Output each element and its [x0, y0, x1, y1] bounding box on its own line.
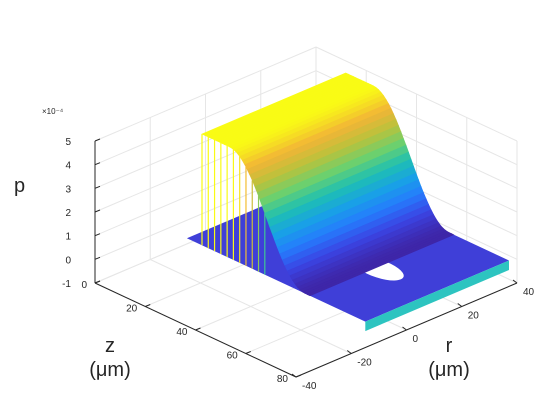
- z-tick-mark: [245, 351, 251, 354]
- surface-layer: [186, 72, 509, 332]
- grid-line: [94, 70, 317, 166]
- r-tick-label: 40: [523, 287, 535, 298]
- z-tick-label: 0: [81, 280, 87, 291]
- r-axis-label-line1: r: [446, 335, 453, 357]
- z-tick-label: 20: [126, 304, 138, 315]
- r-tick-label: -40: [302, 381, 317, 392]
- r-tick-label: -20: [357, 358, 372, 369]
- surface-slab-edge: [365, 260, 509, 332]
- grid-line: [150, 259, 352, 354]
- z-tick-mark: [145, 304, 151, 307]
- grid-line: [94, 46, 317, 142]
- p-tick-mark: [94, 185, 101, 189]
- p-tick-label: 3: [65, 184, 71, 195]
- grid-line: [315, 46, 518, 142]
- r-axis-label-line2: (μm): [428, 359, 470, 381]
- p-axis-label: p: [14, 175, 25, 197]
- p-tick-label: 1: [65, 232, 71, 243]
- z-axis-label-line2: (μm): [89, 359, 131, 381]
- r-tick-label: 0: [413, 334, 419, 345]
- p-tick-mark: [94, 138, 101, 142]
- p-tick-mark: [94, 209, 101, 213]
- p-tick-label: 2: [65, 208, 71, 219]
- p-tick-mark: [94, 162, 101, 166]
- p-tick-label: 0: [65, 255, 71, 266]
- z-tick-mark: [94, 280, 101, 284]
- r-tick-mark: [346, 350, 352, 354]
- z-tick-label: 80: [277, 374, 289, 385]
- z-tick-label: 60: [227, 351, 239, 362]
- r-tick-mark: [512, 279, 518, 284]
- r-tick-mark: [402, 326, 407, 331]
- p-tick-mark: [94, 233, 101, 237]
- r-tick-mark: [291, 373, 297, 378]
- surface-strip: [306, 233, 455, 297]
- axis-layer: -1 0 1 2 3 4 5 0 20 40 60 80 -40 -20 0 20 40: [62, 137, 534, 392]
- p-tick-label: 5: [65, 137, 71, 148]
- z-tick-mark: [195, 327, 201, 331]
- p-tick-mark: [94, 256, 101, 260]
- p-tick-label: -1: [62, 279, 71, 290]
- r-tick-mark: [457, 303, 463, 307]
- p-tick-label: 4: [65, 161, 71, 172]
- r-tick-label: 20: [468, 311, 480, 322]
- z-axis-label-line1: z: [105, 335, 115, 357]
- z-exponent-label: ×10⁻⁴: [42, 107, 64, 116]
- z-tick-label: 40: [176, 327, 188, 338]
